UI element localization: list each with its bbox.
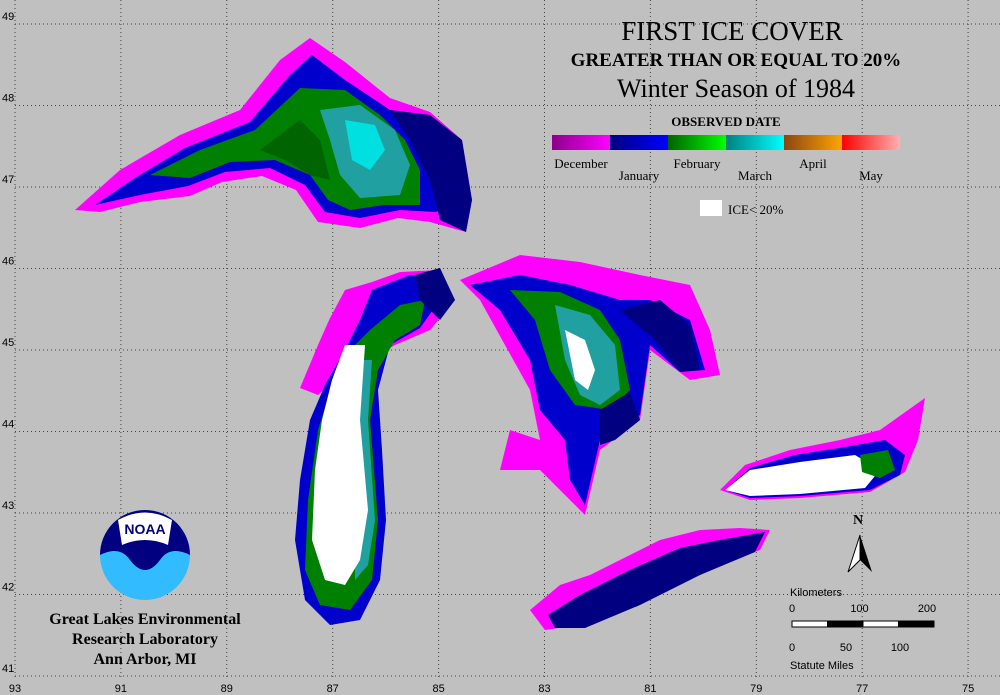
month-label: January	[619, 168, 660, 183]
longitude-label: 85	[432, 683, 444, 695]
km-label: Kilometers	[790, 587, 842, 599]
latitude-label: 41	[2, 663, 14, 675]
noaa-logo: NOAA	[100, 510, 190, 600]
lake-michigan	[295, 268, 455, 625]
longitude-label: 77	[856, 683, 868, 695]
color-swatch	[552, 135, 610, 150]
latitude-label: 47	[2, 174, 14, 186]
latitude-label: 48	[2, 93, 14, 105]
km-tick: 100	[850, 603, 868, 615]
lake-superior	[75, 38, 472, 232]
title: FIRST ICE COVER	[621, 16, 843, 46]
longitude-label: 93	[9, 683, 21, 695]
legend-title: OBSERVED DATE	[671, 114, 780, 129]
longitude-label: 83	[538, 683, 550, 695]
scale-bar: 0 100 200 0 50 100	[789, 603, 936, 654]
color-swatch	[668, 135, 726, 150]
month-label: April	[799, 156, 827, 171]
longitude-label: 75	[962, 683, 974, 695]
latitude-label: 49	[2, 11, 14, 23]
latitude-label: 42	[2, 582, 14, 594]
low-ice-label: ICE< 20%	[728, 202, 784, 217]
month-label: May	[859, 168, 883, 183]
subtitle: GREATER THAN OR EQUAL TO 20%	[571, 50, 902, 71]
latitude-label: 43	[2, 500, 14, 512]
scale-segment	[862, 620, 899, 628]
color-swatch	[610, 135, 668, 150]
north-label: N	[853, 513, 863, 528]
lake-erie	[530, 528, 770, 630]
credit-line: Great Lakes Environmental	[49, 611, 241, 628]
month-label: February	[674, 156, 721, 171]
km-tick: 200	[918, 603, 936, 615]
longitude-label: 79	[750, 683, 762, 695]
north-arrow	[860, 535, 872, 572]
latitude-label: 45	[2, 337, 14, 349]
lake-huron	[460, 255, 720, 515]
scale-segment	[791, 620, 828, 628]
longitude-label: 89	[221, 683, 233, 695]
scale-segment	[827, 620, 864, 628]
km-tick: 0	[789, 603, 795, 615]
color-bar: December January February March April May	[552, 135, 900, 183]
mile-tick: 100	[891, 642, 909, 654]
longitude-label: 81	[644, 683, 656, 695]
miles-label: Statute Miles	[790, 660, 854, 672]
longitude-label: 91	[115, 683, 127, 695]
color-swatch	[842, 135, 900, 150]
latitude-label: 44	[2, 419, 14, 431]
logo-text: NOAA	[124, 521, 165, 537]
longitude-label: 87	[327, 683, 339, 695]
credit-line: Research Laboratory	[72, 631, 218, 648]
scale-segment	[898, 620, 935, 628]
color-swatch	[726, 135, 784, 150]
mile-tick: 0	[789, 642, 795, 654]
credit-line: Ann Arbor, MI	[94, 651, 197, 668]
lake-ontario	[720, 398, 925, 500]
low-ice-swatch	[700, 200, 722, 216]
month-label: December	[554, 156, 608, 171]
color-swatch	[784, 135, 842, 150]
latitude-label: 46	[2, 256, 14, 268]
season: Winter Season of 1984	[617, 74, 855, 103]
month-label: March	[738, 168, 772, 183]
mile-tick: 50	[840, 642, 852, 654]
